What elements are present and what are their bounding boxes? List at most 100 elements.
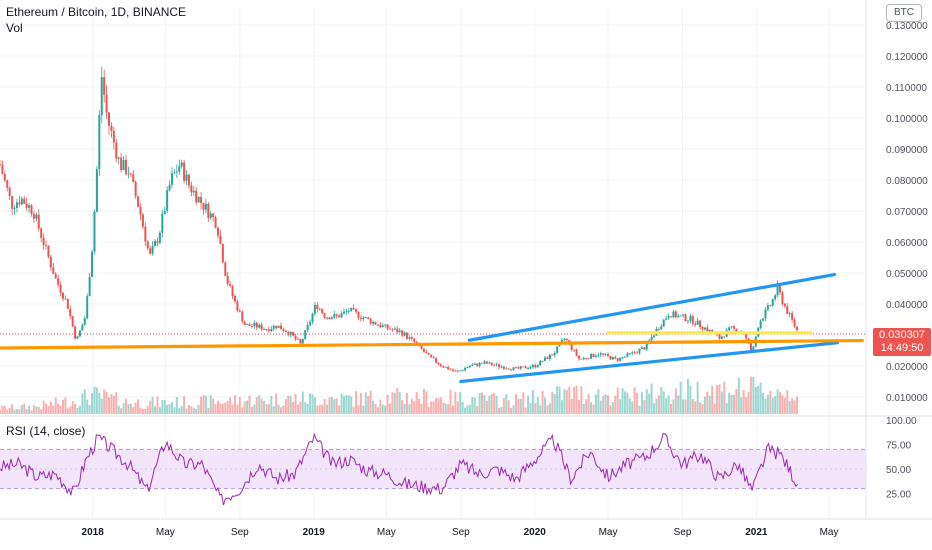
volume-bar	[669, 404, 672, 414]
candle-body	[597, 354, 600, 356]
candle-body	[81, 324, 84, 331]
volume-bar	[386, 394, 389, 414]
candle-body	[340, 313, 343, 318]
candle-body	[522, 366, 525, 368]
candle-body	[791, 313, 794, 320]
volume-bar	[560, 400, 563, 414]
volume-bar	[524, 407, 527, 414]
candle-body	[374, 321, 377, 325]
volume-bar	[597, 389, 600, 414]
candle-body	[277, 325, 280, 329]
candle-body	[355, 309, 358, 312]
candle-body	[781, 292, 784, 304]
candle-body	[427, 353, 430, 355]
volume-bar	[665, 398, 668, 414]
volume-bar	[6, 409, 9, 414]
time-tick-label: Sep	[674, 527, 692, 538]
candle-body	[367, 317, 370, 319]
candle-body	[214, 217, 217, 228]
rsi-pane[interactable]	[0, 432, 866, 506]
volume-bar	[573, 387, 576, 414]
volume-bar	[783, 397, 786, 414]
volume-bar	[476, 405, 479, 414]
candle-body	[703, 327, 706, 330]
candle-body	[708, 329, 711, 332]
candle-body	[413, 338, 416, 343]
candle-body	[178, 166, 181, 172]
volume-bar	[1, 405, 4, 414]
volume-bar	[233, 395, 236, 414]
volume-bar	[718, 384, 721, 414]
price-tick-label: 0.110000	[886, 83, 927, 94]
candle-body	[83, 318, 86, 325]
candle-body	[45, 245, 48, 246]
volume-bar	[173, 407, 176, 414]
volume-bar	[481, 392, 484, 414]
rsi-tick-label: 50.00	[886, 465, 911, 476]
candle-body	[161, 213, 164, 233]
candle-body	[495, 364, 498, 366]
currency-badge[interactable]: BTC	[886, 4, 922, 22]
candle-body	[306, 324, 309, 331]
candle-body	[517, 367, 520, 369]
candle-body	[674, 311, 677, 318]
candle-body	[720, 336, 723, 339]
volume-bar	[30, 410, 33, 414]
candle-body	[488, 362, 491, 364]
price-tick-label: 0.090000	[886, 145, 928, 156]
candle-body	[52, 267, 55, 275]
time-tick-label: Sep	[231, 527, 249, 538]
volume-bar	[553, 394, 556, 414]
volume-bar	[18, 409, 21, 414]
candle-body	[108, 112, 111, 126]
volume-bar	[582, 403, 585, 414]
volume-bar	[779, 392, 782, 414]
candle-body	[723, 336, 726, 338]
volume-bar	[265, 404, 268, 414]
volume-bar	[15, 409, 18, 414]
candle-body	[149, 248, 152, 254]
volume-bar	[786, 390, 789, 414]
candle-body	[299, 339, 302, 344]
candle-body	[500, 366, 503, 368]
volume-bar	[66, 408, 69, 414]
candle-body	[180, 162, 183, 167]
volume-bar	[355, 391, 358, 414]
candle-body	[185, 174, 188, 181]
candle-body	[759, 320, 762, 328]
grid-lines	[0, 8, 866, 518]
volume-bar	[8, 407, 11, 414]
volume-bar	[716, 385, 719, 414]
candle-body	[442, 366, 445, 368]
volume-bar	[224, 402, 227, 414]
candle-body	[66, 298, 69, 309]
candle-body	[195, 190, 198, 203]
volume-bar	[648, 393, 651, 414]
volume-bar	[372, 400, 375, 414]
volume-bar	[493, 392, 496, 414]
volume-bar	[49, 401, 52, 414]
candle-body	[393, 328, 396, 330]
volume-bar	[495, 395, 498, 414]
volume-bar	[195, 408, 198, 414]
candle-body	[221, 244, 224, 263]
rsi-label: RSI (14, close)	[6, 424, 86, 438]
candle-body	[631, 352, 634, 354]
trend-drawings[interactable]	[0, 272, 864, 384]
volume-bar	[568, 386, 571, 414]
candle-body	[134, 181, 137, 197]
volume-bar	[447, 404, 450, 414]
candlesticks	[0, 66, 866, 373]
volume-bar	[696, 381, 699, 414]
volume-bar	[389, 403, 392, 414]
candle-body	[263, 329, 266, 330]
candle-body	[439, 364, 442, 367]
candle-body	[88, 276, 91, 297]
volume-bar	[263, 400, 266, 414]
candle-body	[609, 356, 612, 360]
candle-body	[204, 203, 207, 210]
candle-body	[444, 367, 447, 368]
candle-body	[47, 245, 50, 257]
candle-body	[333, 314, 336, 318]
